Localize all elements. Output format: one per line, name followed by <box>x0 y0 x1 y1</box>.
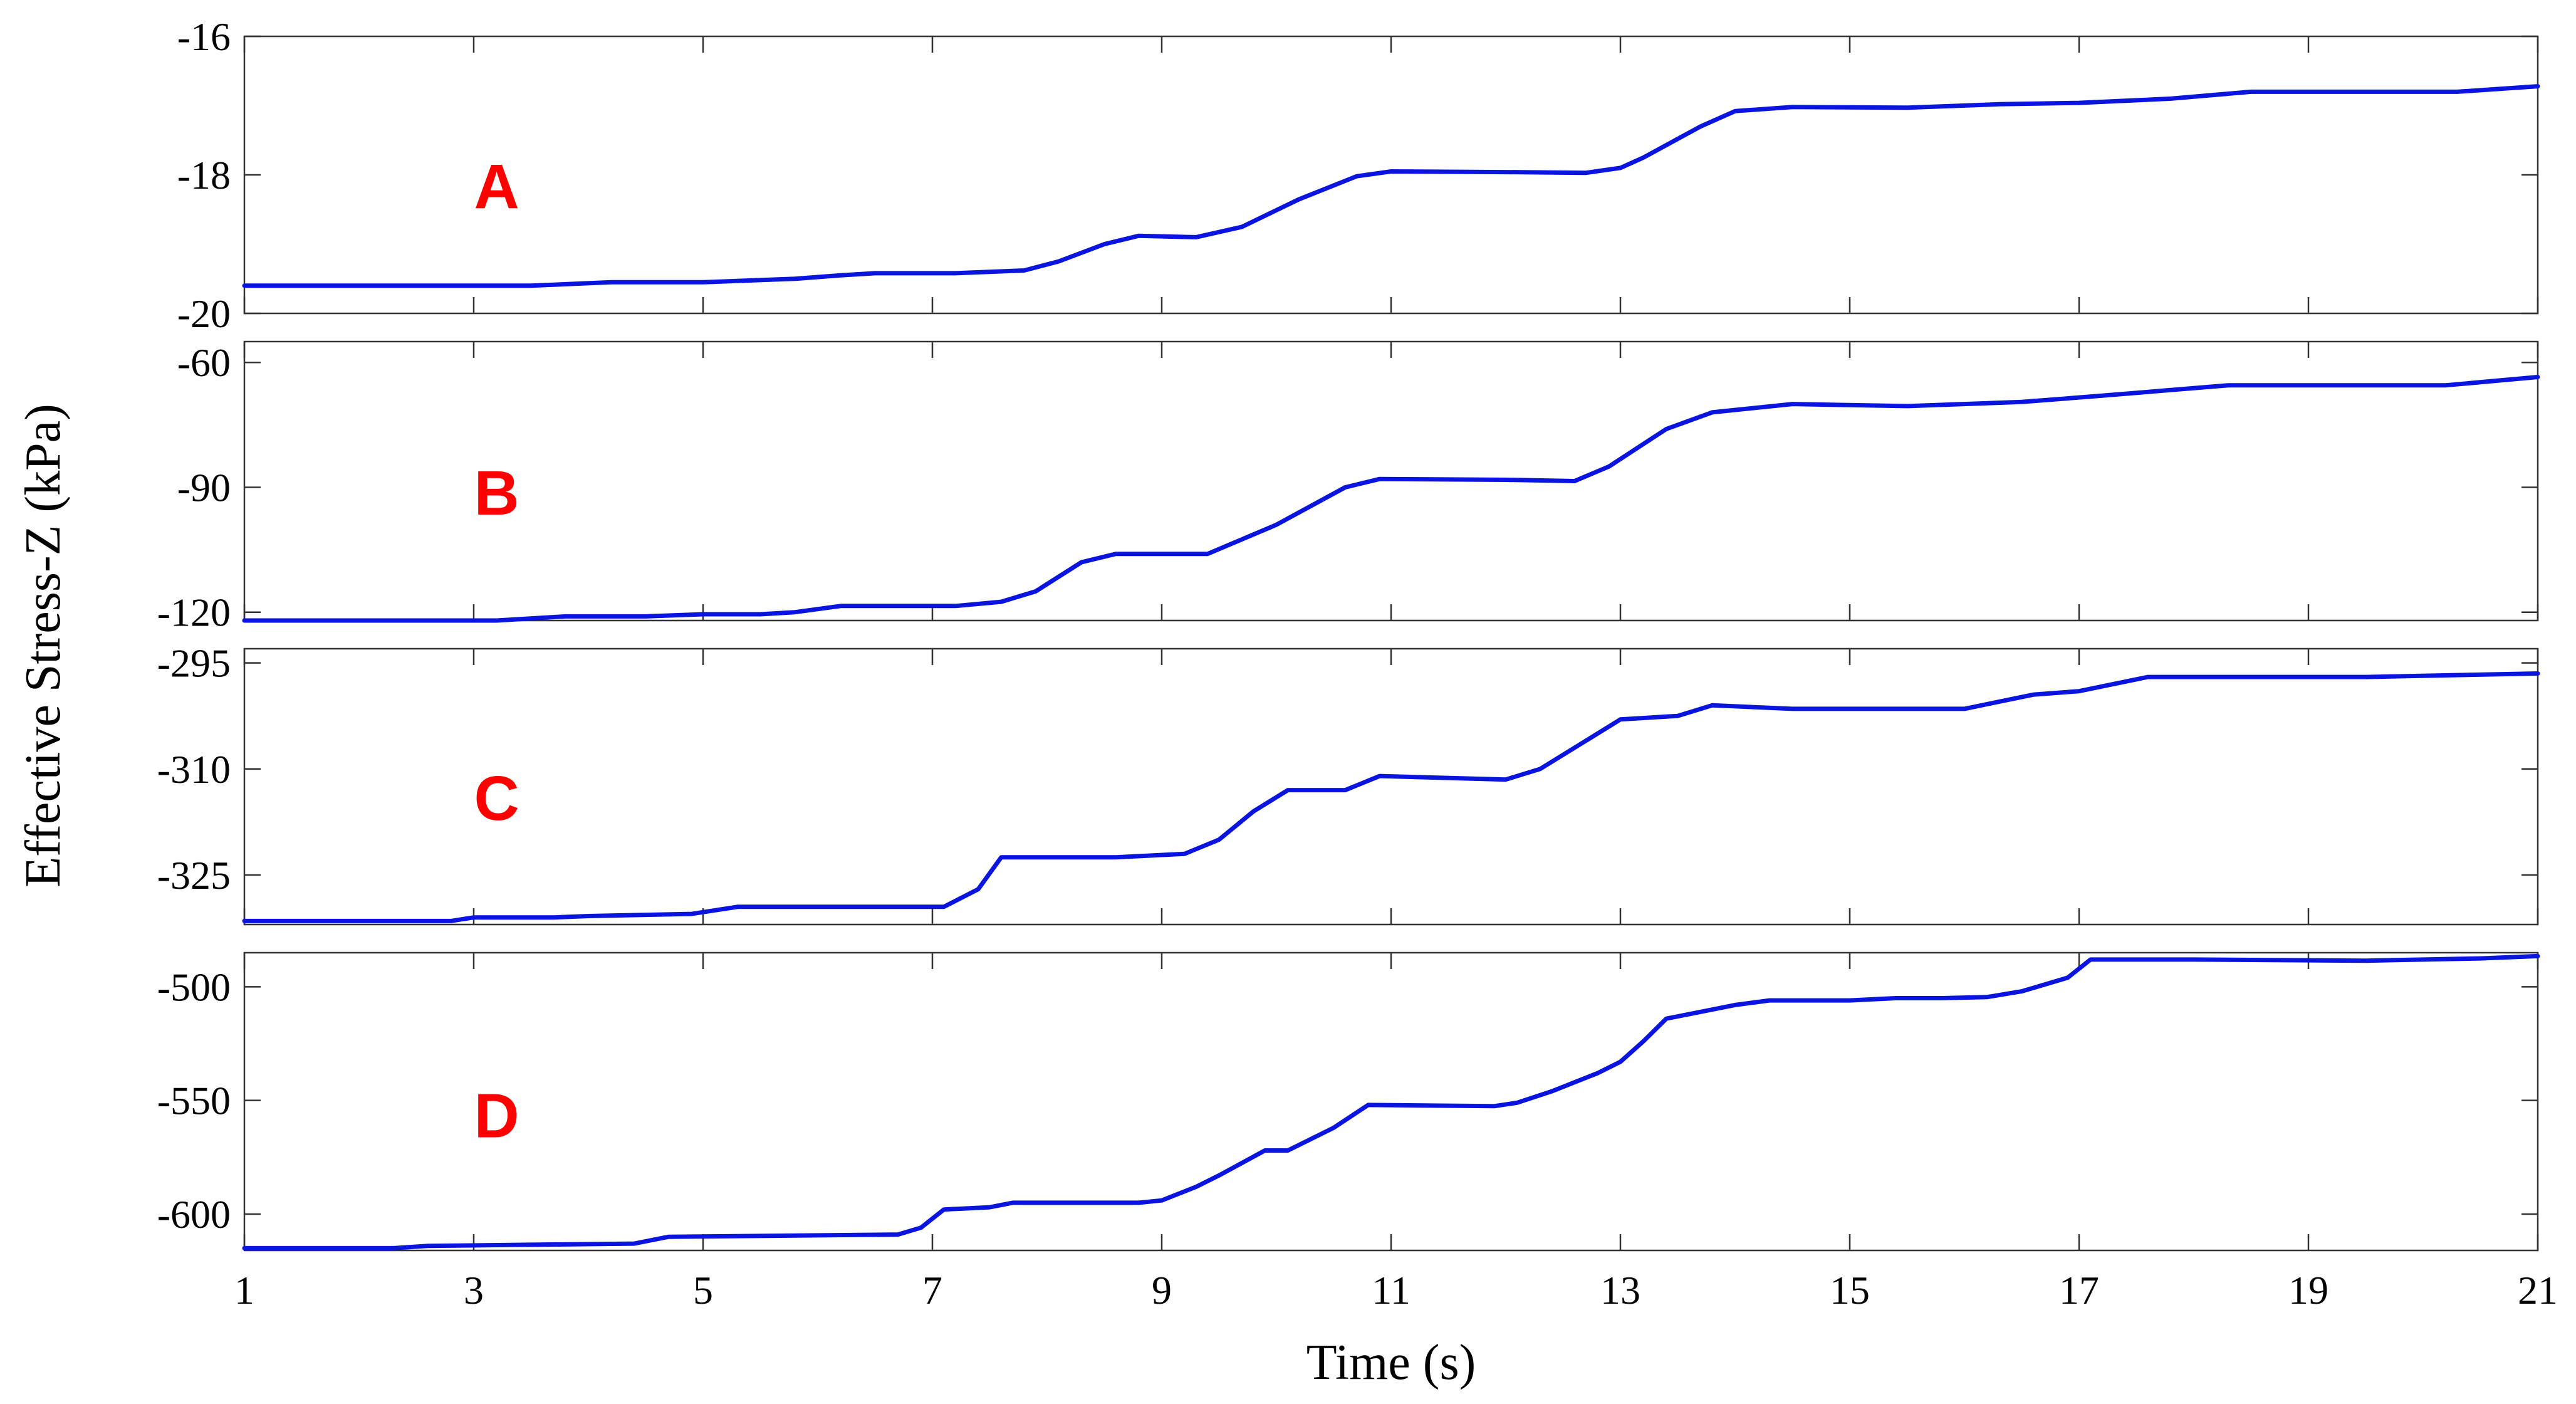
x-tick-label: 17 <box>2059 1268 2099 1312</box>
panel-label: C <box>474 763 519 834</box>
y-tick-label: -550 <box>157 1079 231 1123</box>
x-tick-label: 15 <box>1830 1268 1870 1312</box>
series-line-d <box>242 953 2540 1250</box>
panel-frame <box>243 951 2539 1252</box>
chart-panels: -16-18-20A-60-90-120B-295-310-325C-500-5… <box>157 14 2540 1252</box>
y-tick-label: -295 <box>157 641 231 686</box>
panel-frame <box>243 647 2539 926</box>
x-tick-label: 11 <box>1372 1268 1411 1312</box>
y-tick-label: -16 <box>177 14 231 59</box>
x-tick-label: 3 <box>464 1268 484 1312</box>
x-tick-label: 13 <box>1600 1268 1640 1312</box>
y-axis-title: Effective Stress-Z (kPa) <box>16 404 71 888</box>
panel-b: -60 -90 -120 B <box>157 340 2540 635</box>
panel-label: A <box>474 152 519 222</box>
panel-label: B <box>474 458 519 528</box>
series-line-a <box>242 84 2540 288</box>
y-tick-label: -310 <box>157 747 231 792</box>
panel-frame <box>243 35 2539 315</box>
y-tick-label: -18 <box>177 153 231 197</box>
y-tick-label: -60 <box>177 340 231 385</box>
x-tick-label: 1 <box>234 1268 254 1312</box>
x-axis-title: Time (s) <box>1306 1335 1476 1390</box>
panel-d: -500 -550 -600 D <box>157 951 2540 1252</box>
series-line-b <box>242 375 2540 623</box>
panel-a: -16 -18 -20 A <box>177 14 2540 336</box>
x-tick-label: 7 <box>922 1268 942 1312</box>
y-tick-label: -325 <box>157 853 231 898</box>
y-tick-label: -600 <box>157 1192 231 1237</box>
panel-label: D <box>474 1081 519 1151</box>
series-line-c <box>242 671 2540 923</box>
y-tick-label: -500 <box>157 965 231 1009</box>
x-axis: 1 3 5 7 9 11 13 15 17 19 21 <box>234 1268 2558 1312</box>
panel-c: -295 -310 -325 C <box>157 641 2540 926</box>
x-tick-label: 9 <box>1152 1268 1172 1312</box>
x-tick-label: 19 <box>2288 1268 2328 1312</box>
x-tick-label: 21 <box>2518 1268 2558 1312</box>
y-tick-label: -20 <box>177 291 231 336</box>
x-tick-label: 5 <box>693 1268 713 1312</box>
y-tick-label: -90 <box>177 465 231 510</box>
y-tick-label: -120 <box>157 590 231 635</box>
